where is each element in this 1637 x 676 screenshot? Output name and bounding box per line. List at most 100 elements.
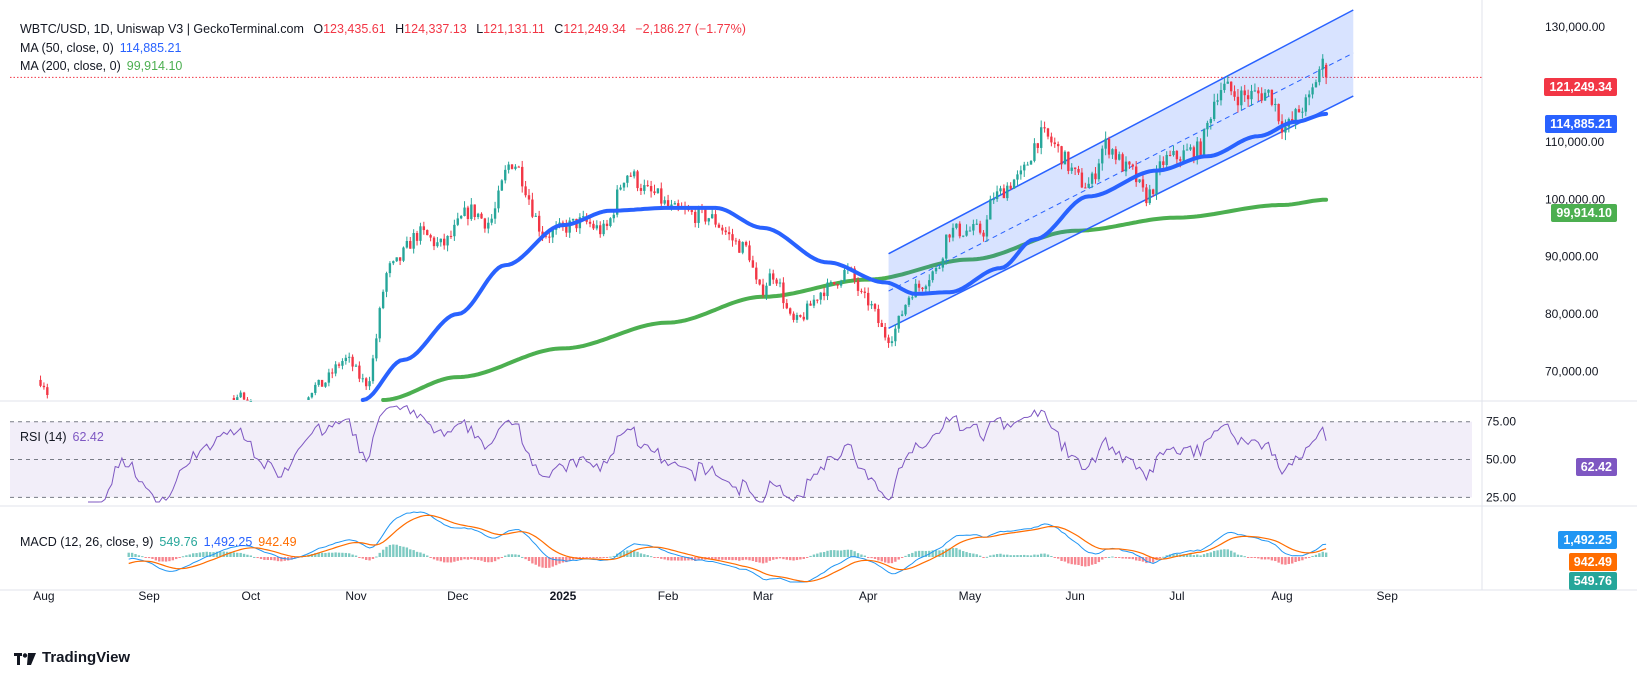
- candle-body: [860, 290, 863, 292]
- candle-body: [867, 292, 870, 306]
- candle-body: [504, 169, 507, 181]
- macd-histogram-bar: [945, 548, 948, 557]
- candle: [1043, 121, 1046, 133]
- macd-histogram-bar: [982, 557, 985, 558]
- candle-body: [1128, 161, 1131, 165]
- candle-body: [1050, 136, 1053, 143]
- macd-histogram-bar: [158, 557, 161, 562]
- macd-histogram-bar: [629, 550, 632, 557]
- ma200-legend[interactable]: MA (200, close, 0) 99,914.10: [20, 57, 188, 75]
- candle: [802, 312, 805, 322]
- candle-body: [1114, 149, 1118, 160]
- symbol-title[interactable]: WBTC/USD, 1D, Uniswap V3 | GeckoTerminal…: [20, 22, 304, 36]
- candle: [734, 237, 738, 245]
- candle: [938, 265, 941, 270]
- candle-body: [1189, 147, 1192, 150]
- candle-body: [924, 286, 928, 290]
- macd-histogram-bar: [571, 557, 575, 560]
- macd-histogram-bar: [605, 557, 609, 558]
- macd-histogram-bar: [646, 555, 649, 557]
- tradingview-brand[interactable]: TradingView: [14, 649, 130, 666]
- macd-histogram-bar: [1226, 549, 1229, 557]
- close-label: C: [554, 22, 564, 36]
- rsi-line[interactable]: [88, 405, 1327, 503]
- candle: [989, 195, 992, 220]
- time-tick-label: Oct: [242, 589, 261, 603]
- candle: [880, 319, 883, 328]
- candle-body: [1023, 164, 1026, 171]
- candle-body: [653, 191, 656, 194]
- candle-body: [378, 308, 381, 339]
- candle-body: [354, 365, 358, 367]
- ma50-value: 114,885.21: [119, 41, 182, 55]
- candle-body: [928, 280, 931, 287]
- candle-body: [1165, 154, 1168, 165]
- macd-histogram-bar: [1311, 555, 1314, 557]
- candle: [443, 233, 446, 250]
- ma50-line[interactable]: [360, 111, 1329, 402]
- candle-body: [443, 238, 446, 246]
- candle: [958, 221, 961, 239]
- candle: [422, 221, 426, 235]
- candle-body: [917, 283, 921, 288]
- macd-histogram-bar: [375, 556, 378, 558]
- macd-line[interactable]: [128, 511, 1327, 583]
- macd-histogram-bar: [1124, 557, 1128, 559]
- macd-histogram-bar: [717, 557, 721, 560]
- candle: [653, 184, 656, 196]
- candle-body: [565, 225, 568, 233]
- close-value: 121,249.34: [563, 22, 626, 36]
- macd-signal-badge: 942.49: [1568, 553, 1617, 571]
- high-label: H: [395, 22, 405, 36]
- candle: [1104, 131, 1107, 156]
- candle: [1202, 128, 1206, 158]
- macd-histogram-bar: [1118, 557, 1121, 558]
- candle-body: [873, 304, 877, 309]
- candle-body: [1101, 148, 1104, 164]
- candle-body: [459, 216, 463, 219]
- macd-histogram-bar: [1263, 557, 1267, 560]
- candle-body: [982, 232, 985, 237]
- candle: [436, 237, 439, 248]
- macd-histogram-bar: [782, 557, 785, 560]
- candle: [429, 233, 432, 242]
- candle-body: [643, 185, 646, 191]
- candle-body: [1223, 83, 1226, 91]
- macd-histogram-bar: [239, 552, 242, 557]
- macd-histogram-bar: [890, 557, 894, 564]
- candle-body: [765, 285, 768, 296]
- ma50-legend[interactable]: MA (50, close, 0) 114,885.21: [20, 39, 187, 57]
- macd-histogram-bar: [1304, 557, 1307, 559]
- candle: [904, 304, 907, 317]
- ma200-line[interactable]: [381, 197, 1329, 402]
- ma200-value: 99,914.10: [126, 59, 183, 73]
- candle: [727, 226, 731, 241]
- candle: [537, 210, 541, 237]
- candle: [622, 182, 626, 191]
- macd-legend[interactable]: MACD (12, 26, close, 9) 549.76 1,492.25 942…: [20, 533, 303, 551]
- candle-body: [636, 171, 639, 189]
- rsi-legend[interactable]: RSI (14) 62.42: [20, 428, 110, 446]
- macd-histogram-bar: [897, 557, 900, 560]
- channel-upper-line[interactable]: [888, 9, 1354, 255]
- channel-middle-line[interactable]: [888, 52, 1354, 292]
- macd-histogram-bar: [894, 557, 897, 562]
- candle: [456, 212, 459, 227]
- macd-histogram-bar: [398, 546, 402, 557]
- macd-histogram-bar: [470, 557, 473, 560]
- macd-signal-line[interactable]: [128, 514, 1327, 583]
- candle-body: [327, 372, 331, 383]
- candle-body: [358, 365, 361, 379]
- candle: [772, 269, 775, 285]
- macd-histogram-bar: [565, 557, 568, 563]
- candle: [887, 334, 890, 348]
- candle-body: [395, 257, 398, 262]
- candle-body: [405, 240, 409, 248]
- macd-histogram-bar: [392, 544, 395, 557]
- candle-body: [772, 273, 775, 280]
- candle: [490, 214, 493, 226]
- candle: [1223, 78, 1226, 93]
- macd-histogram-bar: [473, 557, 476, 560]
- channel-lower-line[interactable]: [888, 95, 1354, 329]
